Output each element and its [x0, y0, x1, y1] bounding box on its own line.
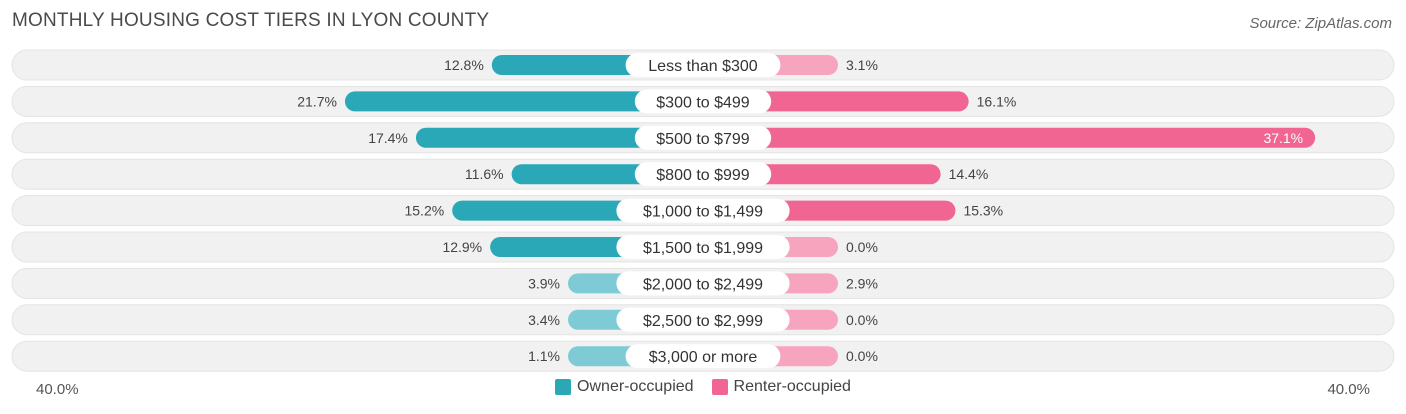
chart-title: MONTHLY HOUSING COST TIERS IN LYON COUNT…	[12, 10, 490, 31]
legend-swatch-owner	[555, 379, 572, 395]
owner-value-label: 3.9%	[528, 275, 560, 291]
chart-source: Source: ZipAtlas.com	[1249, 15, 1392, 32]
category-label: $800 to $999	[656, 167, 750, 184]
renter-value-label: 3.1%	[846, 57, 878, 73]
legend-swatch-renter	[711, 379, 728, 395]
category-pill	[634, 89, 772, 114]
category-label: $1,000 to $1,499	[643, 204, 763, 221]
owner-value-label: 11.6%	[465, 166, 504, 182]
category-pill	[625, 53, 781, 77]
renter-bar	[703, 127, 1316, 148]
renter-value-label: 15.3%	[963, 203, 1003, 219]
owner-bar	[415, 127, 703, 148]
category-pill	[616, 271, 790, 296]
category-label: $2,500 to $2,999	[643, 313, 763, 330]
axis-min-label: 40.0%	[36, 381, 79, 398]
owner-value-label: 1.1%	[528, 348, 560, 364]
renter-value-label: 0.0%	[846, 239, 878, 255]
renter-value-label: 37.1%	[1263, 130, 1303, 146]
category-label: $2,000 to $2,499	[643, 276, 763, 293]
owner-value-label: 3.4%	[528, 312, 560, 328]
renter-value-label: 0.0%	[846, 312, 878, 328]
owner-value-label: 15.2%	[404, 203, 444, 219]
owner-value-label: 12.9%	[442, 239, 482, 255]
category-label: $500 to $799	[656, 131, 750, 148]
axis-max-label: 40.0%	[1327, 381, 1370, 398]
category-label: Less than $300	[648, 58, 758, 75]
renter-value-label: 0.0%	[846, 348, 878, 364]
category-pill	[616, 307, 790, 332]
category-pill	[616, 235, 790, 259]
legend-label-renter: Renter-occupied	[733, 378, 851, 395]
owner-value-label: 21.7%	[297, 93, 337, 109]
category-label: $300 to $499	[656, 94, 750, 111]
category-label: $1,500 to $1,999	[643, 240, 763, 257]
renter-value-label: 16.1%	[977, 93, 1017, 109]
renter-value-label: 14.4%	[949, 166, 989, 182]
category-label: $3,000 or more	[649, 349, 758, 366]
owner-value-label: 12.8%	[444, 57, 484, 73]
legend: Owner-occupied Renter-occupied	[0, 378, 1406, 396]
renter-value-label: 2.9%	[846, 275, 878, 291]
category-pill	[634, 125, 772, 150]
category-pill	[616, 198, 790, 223]
owner-value-label: 17.4%	[368, 130, 408, 146]
legend-label-owner: Owner-occupied	[577, 378, 694, 395]
owner-bar	[344, 91, 703, 112]
legend-item-renter[interactable]: Renter-occupied	[711, 378, 851, 396]
legend-item-owner[interactable]: Owner-occupied	[555, 378, 694, 396]
category-pill	[625, 344, 781, 369]
category-pill	[634, 162, 772, 187]
